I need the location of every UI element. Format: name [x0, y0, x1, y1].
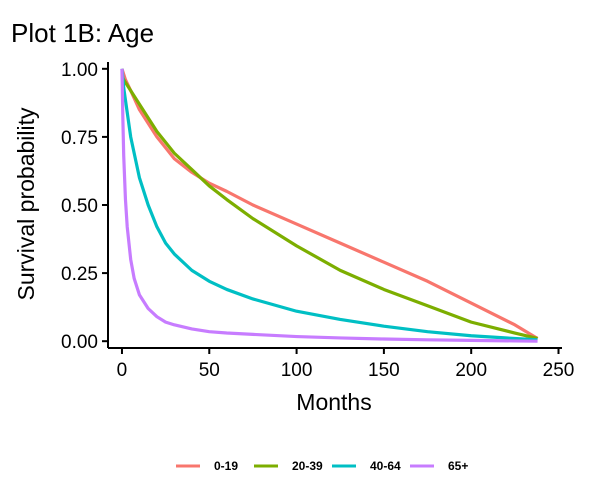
x-tick-label: 0: [117, 360, 128, 381]
legend: 0-19 20-39 40-64 65+: [176, 459, 468, 473]
y-tick-labels: 0.00 0.25 0.50 0.75 1.00: [61, 60, 98, 353]
series-line-40-64: [120, 68, 538, 342]
y-tick-label: 1.00: [61, 60, 98, 81]
y-tick-label: 0.25: [61, 264, 98, 285]
legend-label-40-64: 40-64: [370, 459, 401, 473]
legend-label-0-19: 0-19: [214, 459, 238, 473]
legend-label-20-39: 20-39: [292, 459, 323, 473]
y-axis-title: Survival probability: [13, 107, 39, 301]
y-tick-label: 0.75: [61, 128, 98, 149]
plot-series: [120, 68, 539, 343]
series-line-20-39: [120, 76, 538, 341]
x-tick-label: 50: [199, 360, 220, 381]
x-tick-labels: 0 50 100 150 200 250: [117, 360, 575, 381]
legend-label-65+: 65+: [448, 459, 468, 473]
x-tick-label: 250: [543, 360, 575, 381]
series-line-0-19: [120, 68, 539, 340]
y-tick-label: 0.50: [61, 196, 98, 217]
x-axis-title: Months: [296, 389, 371, 415]
x-tick-label: 100: [281, 360, 313, 381]
y-tick-label: 0.00: [61, 332, 98, 353]
series-line-65+: [120, 68, 538, 343]
chart-title: Plot 1B: Age: [11, 18, 154, 48]
x-tick-label: 200: [455, 360, 487, 381]
x-tick-label: 150: [368, 360, 400, 381]
